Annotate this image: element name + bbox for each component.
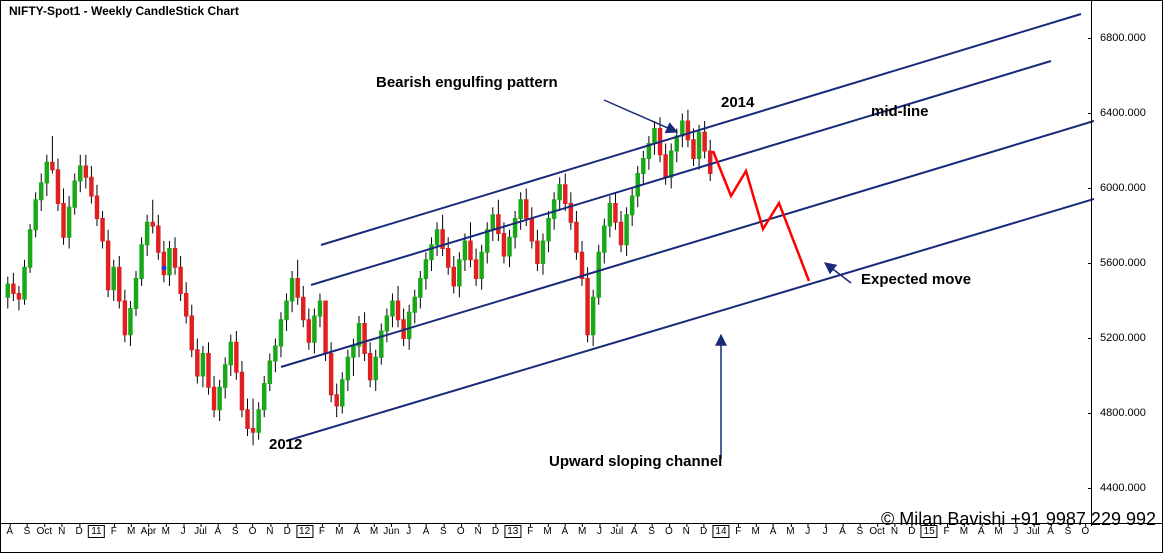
- x-tick: N: [58, 526, 65, 537]
- y-tick: 6400.000: [1092, 107, 1162, 119]
- expected-move-path: [713, 151, 809, 281]
- x-tick: A: [562, 526, 569, 537]
- x-tick: N: [266, 526, 273, 537]
- x-tick: Jul: [610, 526, 623, 537]
- y-tick: 5200.000: [1092, 332, 1162, 344]
- plot-area: Bearish engulfing pattern 2014 mid-line Exp…: [1, 1, 1094, 526]
- x-tick: O: [249, 526, 257, 537]
- x-tick: Oct: [37, 526, 53, 537]
- x-tick: N: [474, 526, 481, 537]
- x-tick: F: [527, 526, 533, 537]
- annotation-mid_line: mid-line: [871, 103, 929, 120]
- y-tick: 4800.000: [1092, 407, 1162, 419]
- x-tick: S: [24, 526, 31, 537]
- x-tick: J: [805, 526, 810, 537]
- annotation-year_2012: 2012: [269, 436, 302, 453]
- x-tick: O: [665, 526, 673, 537]
- chart-container: NIFTY-Spot1 - Weekly CandleStick Chart B…: [0, 0, 1163, 553]
- x-tick: S: [648, 526, 655, 537]
- channel-line-upper: [321, 14, 1081, 245]
- x-tick: F: [111, 526, 117, 537]
- copyright: © Milan Bavishi +91 9987 229 992: [881, 509, 1156, 530]
- annotation-year_2014: 2014: [721, 94, 755, 111]
- y-tick: 5600.000: [1092, 257, 1162, 269]
- x-tick: D: [492, 526, 499, 537]
- x-tick: A: [631, 526, 638, 537]
- x-tick: M: [370, 526, 378, 537]
- candlestick-layer: [1, 1, 1094, 526]
- channel-line-mid: [281, 121, 1094, 367]
- x-tick: Jul: [194, 526, 207, 537]
- y-tick: 6800.000: [1092, 32, 1162, 44]
- x-tick: M: [335, 526, 343, 537]
- y-tick: 6000.000: [1092, 182, 1162, 194]
- y-tick: 4400.000: [1092, 482, 1162, 494]
- x-tick: S: [232, 526, 239, 537]
- x-tick: O: [457, 526, 465, 537]
- x-tick: M: [578, 526, 586, 537]
- x-year-box: 14: [712, 525, 729, 538]
- annotation-bearish_pattern: Bearish engulfing pattern: [376, 74, 558, 91]
- x-tick: F: [319, 526, 325, 537]
- x-year-box: 11: [88, 525, 104, 538]
- channel-line-lower: [286, 199, 1094, 441]
- annotation-upward_channel: Upward sloping channel: [549, 453, 722, 470]
- x-tick: D: [700, 526, 707, 537]
- x-tick: J: [597, 526, 602, 537]
- x-tick: S: [440, 526, 447, 537]
- x-tick: M: [543, 526, 551, 537]
- x-tick: A: [6, 526, 13, 537]
- x-tick: D: [284, 526, 291, 537]
- x-year-box: 12: [296, 525, 313, 538]
- x-tick: J: [181, 526, 186, 537]
- channel-line-upper_mid: [311, 61, 1051, 285]
- x-tick: M: [127, 526, 135, 537]
- x-tick: S: [856, 526, 863, 537]
- annotation-expected_move: Expected move: [861, 271, 971, 288]
- x-year-box: 13: [504, 525, 521, 538]
- x-tick: A: [353, 526, 360, 537]
- overlay-layer: Bearish engulfing pattern 2014 mid-line Exp…: [1, 1, 1094, 526]
- bearish-arrow: [604, 100, 677, 132]
- y-axis: 4400.000 4800.000 5200.000 5600.000 6000.000…: [1091, 1, 1162, 526]
- x-tick: M: [162, 526, 170, 537]
- x-tick: A: [770, 526, 777, 537]
- x-tick: M: [752, 526, 760, 537]
- x-tick: M: [786, 526, 794, 537]
- expected-arrow: [825, 263, 851, 283]
- x-tick: F: [735, 526, 741, 537]
- x-tick: A: [215, 526, 222, 537]
- x-tick: J: [823, 526, 828, 537]
- x-tick: D: [75, 526, 82, 537]
- x-tick: Jun: [383, 526, 399, 537]
- x-tick: A: [423, 526, 430, 537]
- x-tick: J: [406, 526, 411, 537]
- x-tick: N: [683, 526, 690, 537]
- x-tick: A: [839, 526, 846, 537]
- x-tick: Apr: [141, 526, 157, 537]
